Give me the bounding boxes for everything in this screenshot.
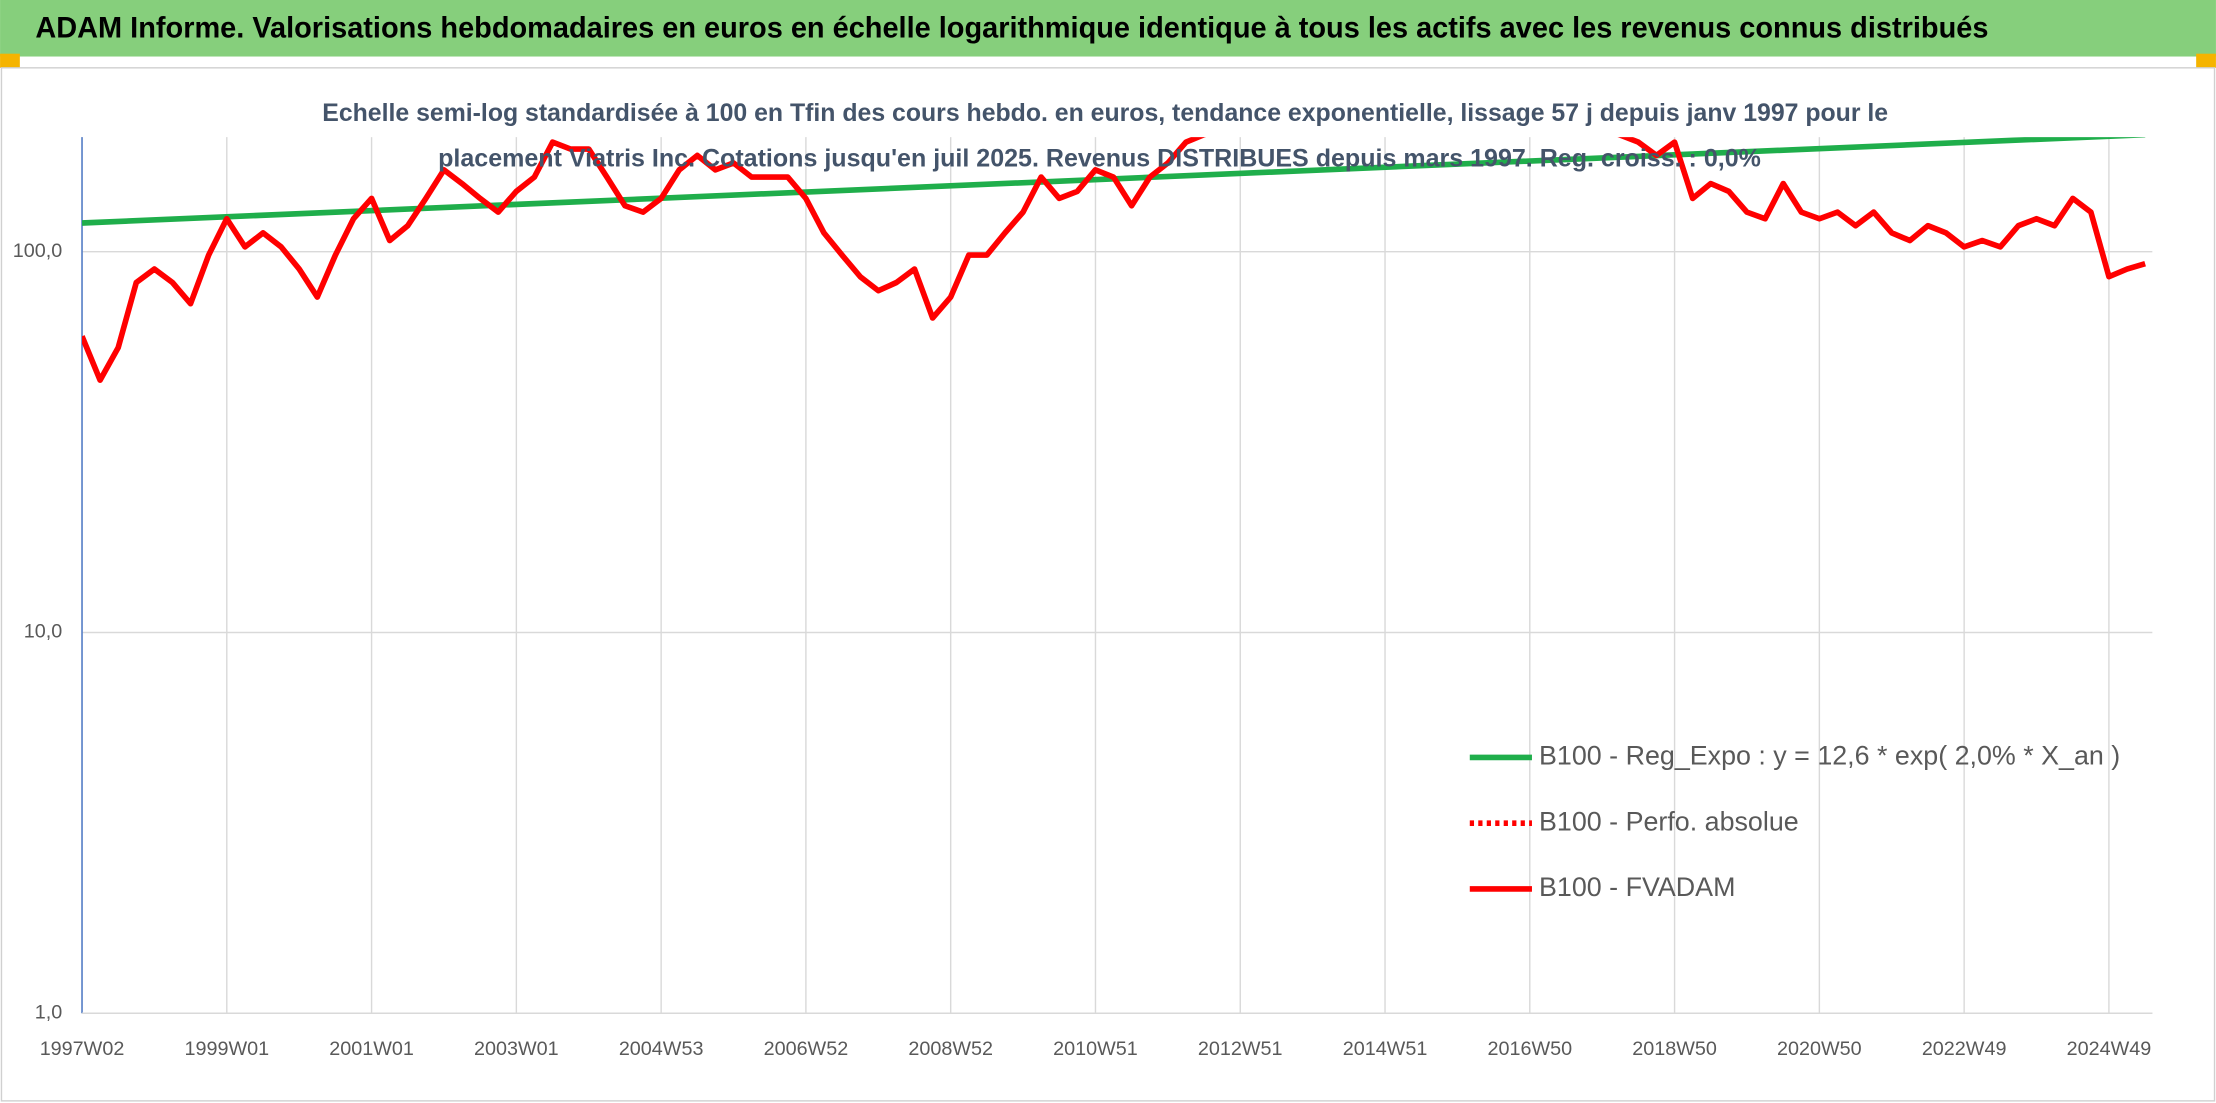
y-tick-label: 10,0 xyxy=(24,621,62,643)
plot-area: 1,0 10,0 100,0 1997W02 1999W01 2001W01 2003W01… xyxy=(13,137,2153,1060)
x-tick-label: 2024W49 xyxy=(2067,1038,2152,1060)
corner xyxy=(0,53,20,68)
x-tick-label: 1999W01 xyxy=(184,1038,269,1060)
legend-label: B100 - Perfo. absolue xyxy=(1539,806,1799,836)
chart-frame xyxy=(0,67,2216,1102)
x-tick-label: 2008W52 xyxy=(908,1038,993,1060)
legend-label: B100 - FVADAM xyxy=(1539,872,1735,902)
y-tick-label: 100,0 xyxy=(13,240,62,262)
x-tick-label: 2010W51 xyxy=(1053,1038,1138,1060)
x-tick-label: 1997W02 xyxy=(40,1038,125,1060)
x-tick-label: 2016W50 xyxy=(1487,1038,1572,1060)
x-tick-label: 2014W51 xyxy=(1343,1038,1428,1060)
x-tick-label: 2012W51 xyxy=(1198,1038,1283,1060)
header-bar xyxy=(0,0,2216,57)
x-tick-label: 2018W50 xyxy=(1632,1038,1717,1060)
chart-subtitle: Echelle semi-log standardisée à 100 en T… xyxy=(322,99,1888,127)
series-line xyxy=(82,137,2146,383)
x-tick-label: 2022W49 xyxy=(1922,1038,2007,1060)
chart-subtitle: placement Viatris Inc. Cotations jusqu'e… xyxy=(438,144,1761,172)
chart-title: ADAM Informe. Valorisations hebdomadaire… xyxy=(35,12,1988,45)
x-tick-label: 2006W52 xyxy=(764,1038,849,1060)
x-tick-label: 2001W01 xyxy=(329,1038,414,1060)
x-tick-label: 2003W01 xyxy=(474,1038,559,1060)
y-tick-label: 1,0 xyxy=(35,1001,62,1023)
legend-label: B100 - Reg_Expo : y = 12,6 * exp( 2,0% *… xyxy=(1539,741,2120,771)
x-tick-label: 2004W53 xyxy=(619,1038,704,1060)
corner xyxy=(2196,53,2216,68)
x-tick-label: 2020W50 xyxy=(1777,1038,1862,1060)
